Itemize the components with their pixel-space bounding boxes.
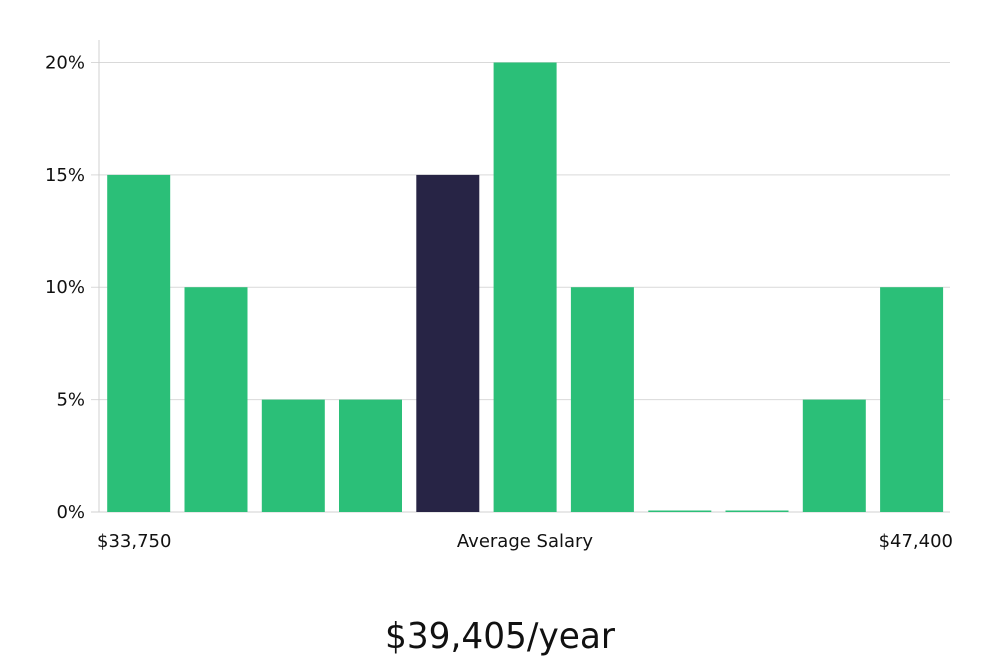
bar-2 [184, 287, 248, 512]
bar-10 [802, 399, 866, 512]
y-tick-label: 0% [56, 502, 85, 523]
bar-11 [880, 287, 944, 512]
x-label-max: $47,400 [879, 531, 953, 552]
y-tick-label: 10% [45, 277, 85, 298]
bar-1 [107, 174, 171, 512]
y-tick-label: 5% [56, 390, 85, 411]
bar-6 [493, 62, 557, 512]
bar-3 [261, 399, 325, 512]
bar-8 [648, 510, 712, 512]
average-salary-value: $39,405/year [385, 616, 615, 657]
bar-4 [339, 399, 402, 512]
x-label-average: Average Salary [457, 531, 594, 552]
y-tick-label: 20% [45, 52, 85, 73]
bar-7 [570, 287, 634, 512]
y-tick-label: 15% [45, 165, 85, 186]
bar-9 [725, 510, 789, 512]
y-tick-labels: 0% 5% 10% 15% 20% [45, 52, 85, 523]
bar-average-salary [416, 174, 480, 512]
x-label-min: $33,750 [97, 531, 171, 552]
bars [107, 62, 944, 512]
